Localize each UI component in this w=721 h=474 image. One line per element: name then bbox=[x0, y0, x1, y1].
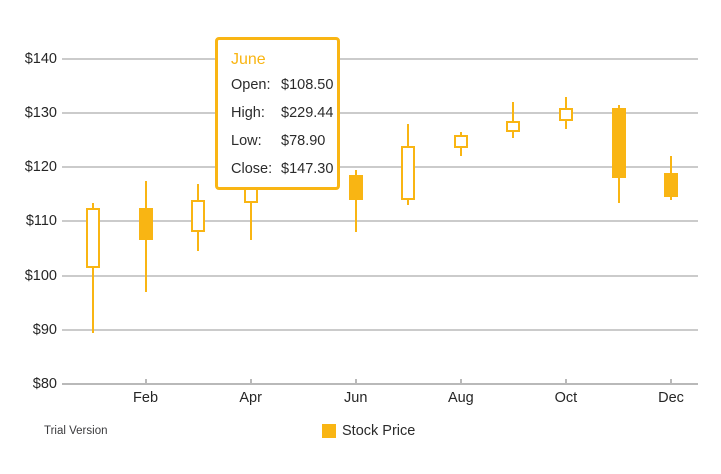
x-axis-tick bbox=[459, 379, 462, 384]
candle-body bbox=[138, 207, 153, 241]
candle-mar[interactable] bbox=[191, 183, 206, 252]
y-axis-label: $100 bbox=[24, 267, 57, 284]
gridline bbox=[62, 328, 698, 331]
candle-jun[interactable] bbox=[348, 170, 363, 233]
tooltip-row-value: $147.30 bbox=[281, 161, 334, 177]
gridline bbox=[62, 220, 698, 223]
x-axis-label: Apr bbox=[239, 390, 262, 406]
y-axis-label: $120 bbox=[24, 159, 57, 176]
y-axis-label: $130 bbox=[24, 105, 57, 122]
candle-sep[interactable] bbox=[506, 102, 521, 138]
candle-body bbox=[401, 145, 416, 200]
candle-jan[interactable] bbox=[86, 202, 100, 333]
tooltip-row: Low: $78.90 bbox=[231, 132, 337, 151]
y-axis-label: $110 bbox=[25, 213, 57, 230]
x-axis-tick bbox=[564, 379, 567, 384]
tooltip-row-value: $108.50 bbox=[281, 77, 334, 93]
x-axis-label: Aug bbox=[447, 390, 474, 406]
x-axis-label: Feb bbox=[133, 390, 159, 406]
tooltip-row: High: $229.44 bbox=[231, 104, 337, 123]
candle-body bbox=[558, 107, 573, 122]
candle-body bbox=[664, 172, 679, 198]
y-axis-label: $140 bbox=[24, 50, 57, 67]
candle-jul[interactable] bbox=[401, 123, 416, 206]
candle-wick bbox=[249, 178, 252, 241]
legend-item-stock-price[interactable]: Stock Price bbox=[322, 423, 415, 439]
candle-aug[interactable] bbox=[453, 132, 468, 157]
candle-body bbox=[191, 199, 206, 233]
candle-body bbox=[611, 107, 626, 179]
tooltip-title: June bbox=[231, 51, 266, 68]
tooltip-row: Close: $147.30 bbox=[231, 160, 337, 179]
x-axis-tick bbox=[670, 379, 673, 384]
x-axis-label: Jun bbox=[344, 390, 368, 406]
candle-body bbox=[506, 121, 521, 133]
tooltip-row-value: $229.44 bbox=[281, 105, 334, 121]
tooltip-row-value: $78.90 bbox=[281, 133, 326, 149]
candle-wick bbox=[92, 202, 94, 333]
x-axis-label: Oct bbox=[554, 390, 578, 406]
candle-wick bbox=[512, 102, 515, 138]
candle-body bbox=[86, 207, 100, 268]
candle-dec[interactable] bbox=[664, 156, 679, 200]
x-axis-tick bbox=[354, 379, 357, 384]
tooltip-row-label: Open: bbox=[231, 77, 271, 93]
legend-swatch-icon bbox=[322, 424, 336, 438]
x-axis-label: Dec bbox=[658, 390, 684, 406]
candle-feb[interactable] bbox=[138, 180, 153, 292]
candle-body bbox=[453, 134, 468, 149]
gridline bbox=[62, 274, 698, 277]
gridline bbox=[62, 57, 698, 60]
gridline bbox=[62, 166, 698, 169]
trial-version-watermark[interactable]: Trial Version bbox=[44, 425, 108, 437]
legend-label: Stock Price bbox=[342, 423, 416, 439]
candle-body bbox=[348, 175, 363, 200]
x-axis-line bbox=[62, 383, 698, 385]
candle-oct[interactable] bbox=[558, 96, 573, 130]
y-axis-label: $90 bbox=[32, 321, 57, 338]
y-axis-label: $80 bbox=[32, 376, 57, 392]
x-axis-tick bbox=[144, 379, 147, 384]
tooltip-row: Open: $108.50 bbox=[231, 76, 337, 95]
candle-nov[interactable] bbox=[611, 105, 626, 203]
x-axis-tick bbox=[249, 379, 252, 384]
candle-wick bbox=[354, 170, 357, 233]
tooltip-row-label: High: bbox=[231, 105, 265, 121]
gridline bbox=[62, 112, 698, 115]
tooltip: June Open: $108.50 High: $229.44 Low: $7… bbox=[215, 37, 340, 190]
tooltip-row-label: Close: bbox=[231, 161, 273, 177]
tooltip-row-label: Low: bbox=[231, 133, 262, 149]
